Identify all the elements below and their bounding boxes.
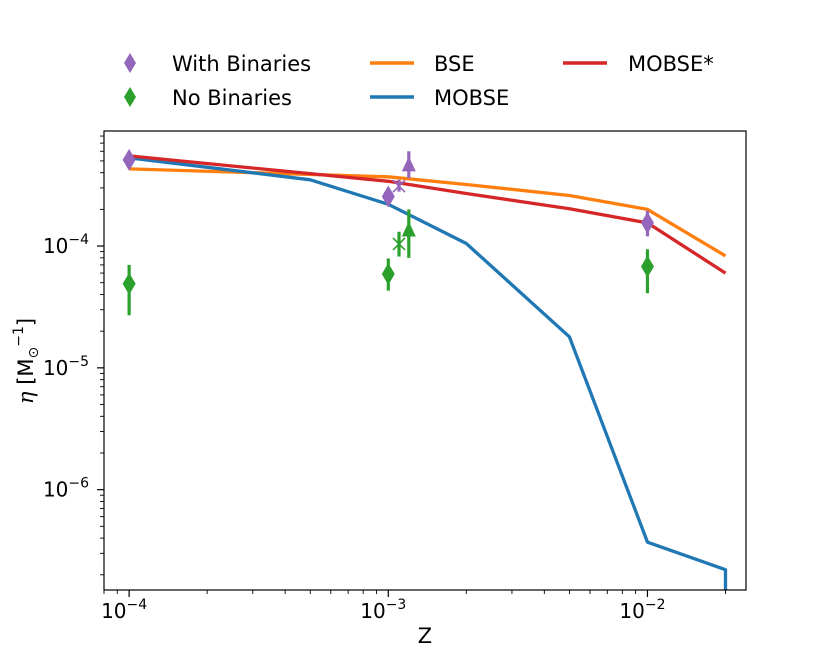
y-tick-label: 10−4 bbox=[43, 232, 89, 258]
data-point-no-binaries-0 bbox=[122, 264, 136, 316]
series-line-mobse bbox=[128, 156, 728, 590]
data-point-no-binaries-4 bbox=[640, 249, 654, 294]
data-point-with-binaries-3 bbox=[401, 151, 416, 179]
y-tick-label: 10−6 bbox=[43, 476, 89, 502]
data-point-with-binaries-1 bbox=[381, 185, 395, 208]
triangle-marker bbox=[401, 221, 416, 237]
series-line-bse bbox=[129, 167, 727, 258]
data-point-no-binaries-3 bbox=[401, 209, 416, 258]
axis-ticks: 10−4 10−3 10−2 10−6 10−5 10−4 bbox=[43, 135, 726, 623]
legend-marker-no-binaries bbox=[124, 87, 136, 107]
data-point-with-binaries-0 bbox=[122, 148, 136, 171]
legend-entry-no-binaries: No Binaries bbox=[124, 86, 292, 110]
triangle-marker bbox=[401, 156, 416, 172]
legend-entry-mobse-star: MOBSE* bbox=[563, 52, 714, 76]
series-line-mobse-star bbox=[128, 154, 727, 275]
legend-entry-with-binaries: With Binaries bbox=[124, 52, 311, 76]
legend-entry-bse: BSE bbox=[370, 52, 475, 76]
data-point-with-binaries-2 bbox=[392, 179, 406, 193]
data-point-no-binaries-1 bbox=[381, 258, 395, 291]
x-axis-label: Z bbox=[418, 624, 432, 648]
legend-marker-with-binaries bbox=[124, 53, 136, 73]
svg-text:η [M⊙−1]: η [M⊙−1] bbox=[11, 318, 42, 404]
diamond-marker bbox=[640, 211, 654, 234]
legend-label-bse: BSE bbox=[434, 52, 475, 76]
legend-entry-mobse: MOBSE bbox=[370, 86, 509, 110]
diamond-marker bbox=[381, 262, 395, 285]
legend-label-mobse-star: MOBSE* bbox=[628, 52, 714, 76]
plot-content bbox=[122, 148, 728, 590]
diamond-marker bbox=[381, 185, 395, 208]
y-tick-label: 10−5 bbox=[43, 354, 89, 380]
data-point-no-binaries-2 bbox=[392, 231, 406, 257]
x-marker bbox=[392, 179, 406, 193]
x-marker bbox=[392, 237, 406, 251]
x-tick-label: 10−3 bbox=[360, 597, 406, 623]
x-tick-label: 10−2 bbox=[619, 597, 665, 623]
x-tick-label: 10−4 bbox=[101, 597, 147, 623]
diamond-marker bbox=[640, 255, 654, 278]
legend: With Binaries BSE MOBSE* No Binaries MOB… bbox=[124, 52, 714, 110]
diamond-marker bbox=[122, 148, 136, 171]
legend-label-with-binaries: With Binaries bbox=[172, 52, 311, 76]
plot-frame bbox=[103, 130, 747, 591]
diamond-marker bbox=[122, 272, 136, 295]
legend-label-mobse: MOBSE bbox=[434, 86, 509, 110]
data-point-with-binaries-4 bbox=[640, 210, 654, 237]
legend-label-no-binaries: No Binaries bbox=[172, 86, 292, 110]
y-axis-label: η [M⊙−1] bbox=[11, 318, 42, 404]
